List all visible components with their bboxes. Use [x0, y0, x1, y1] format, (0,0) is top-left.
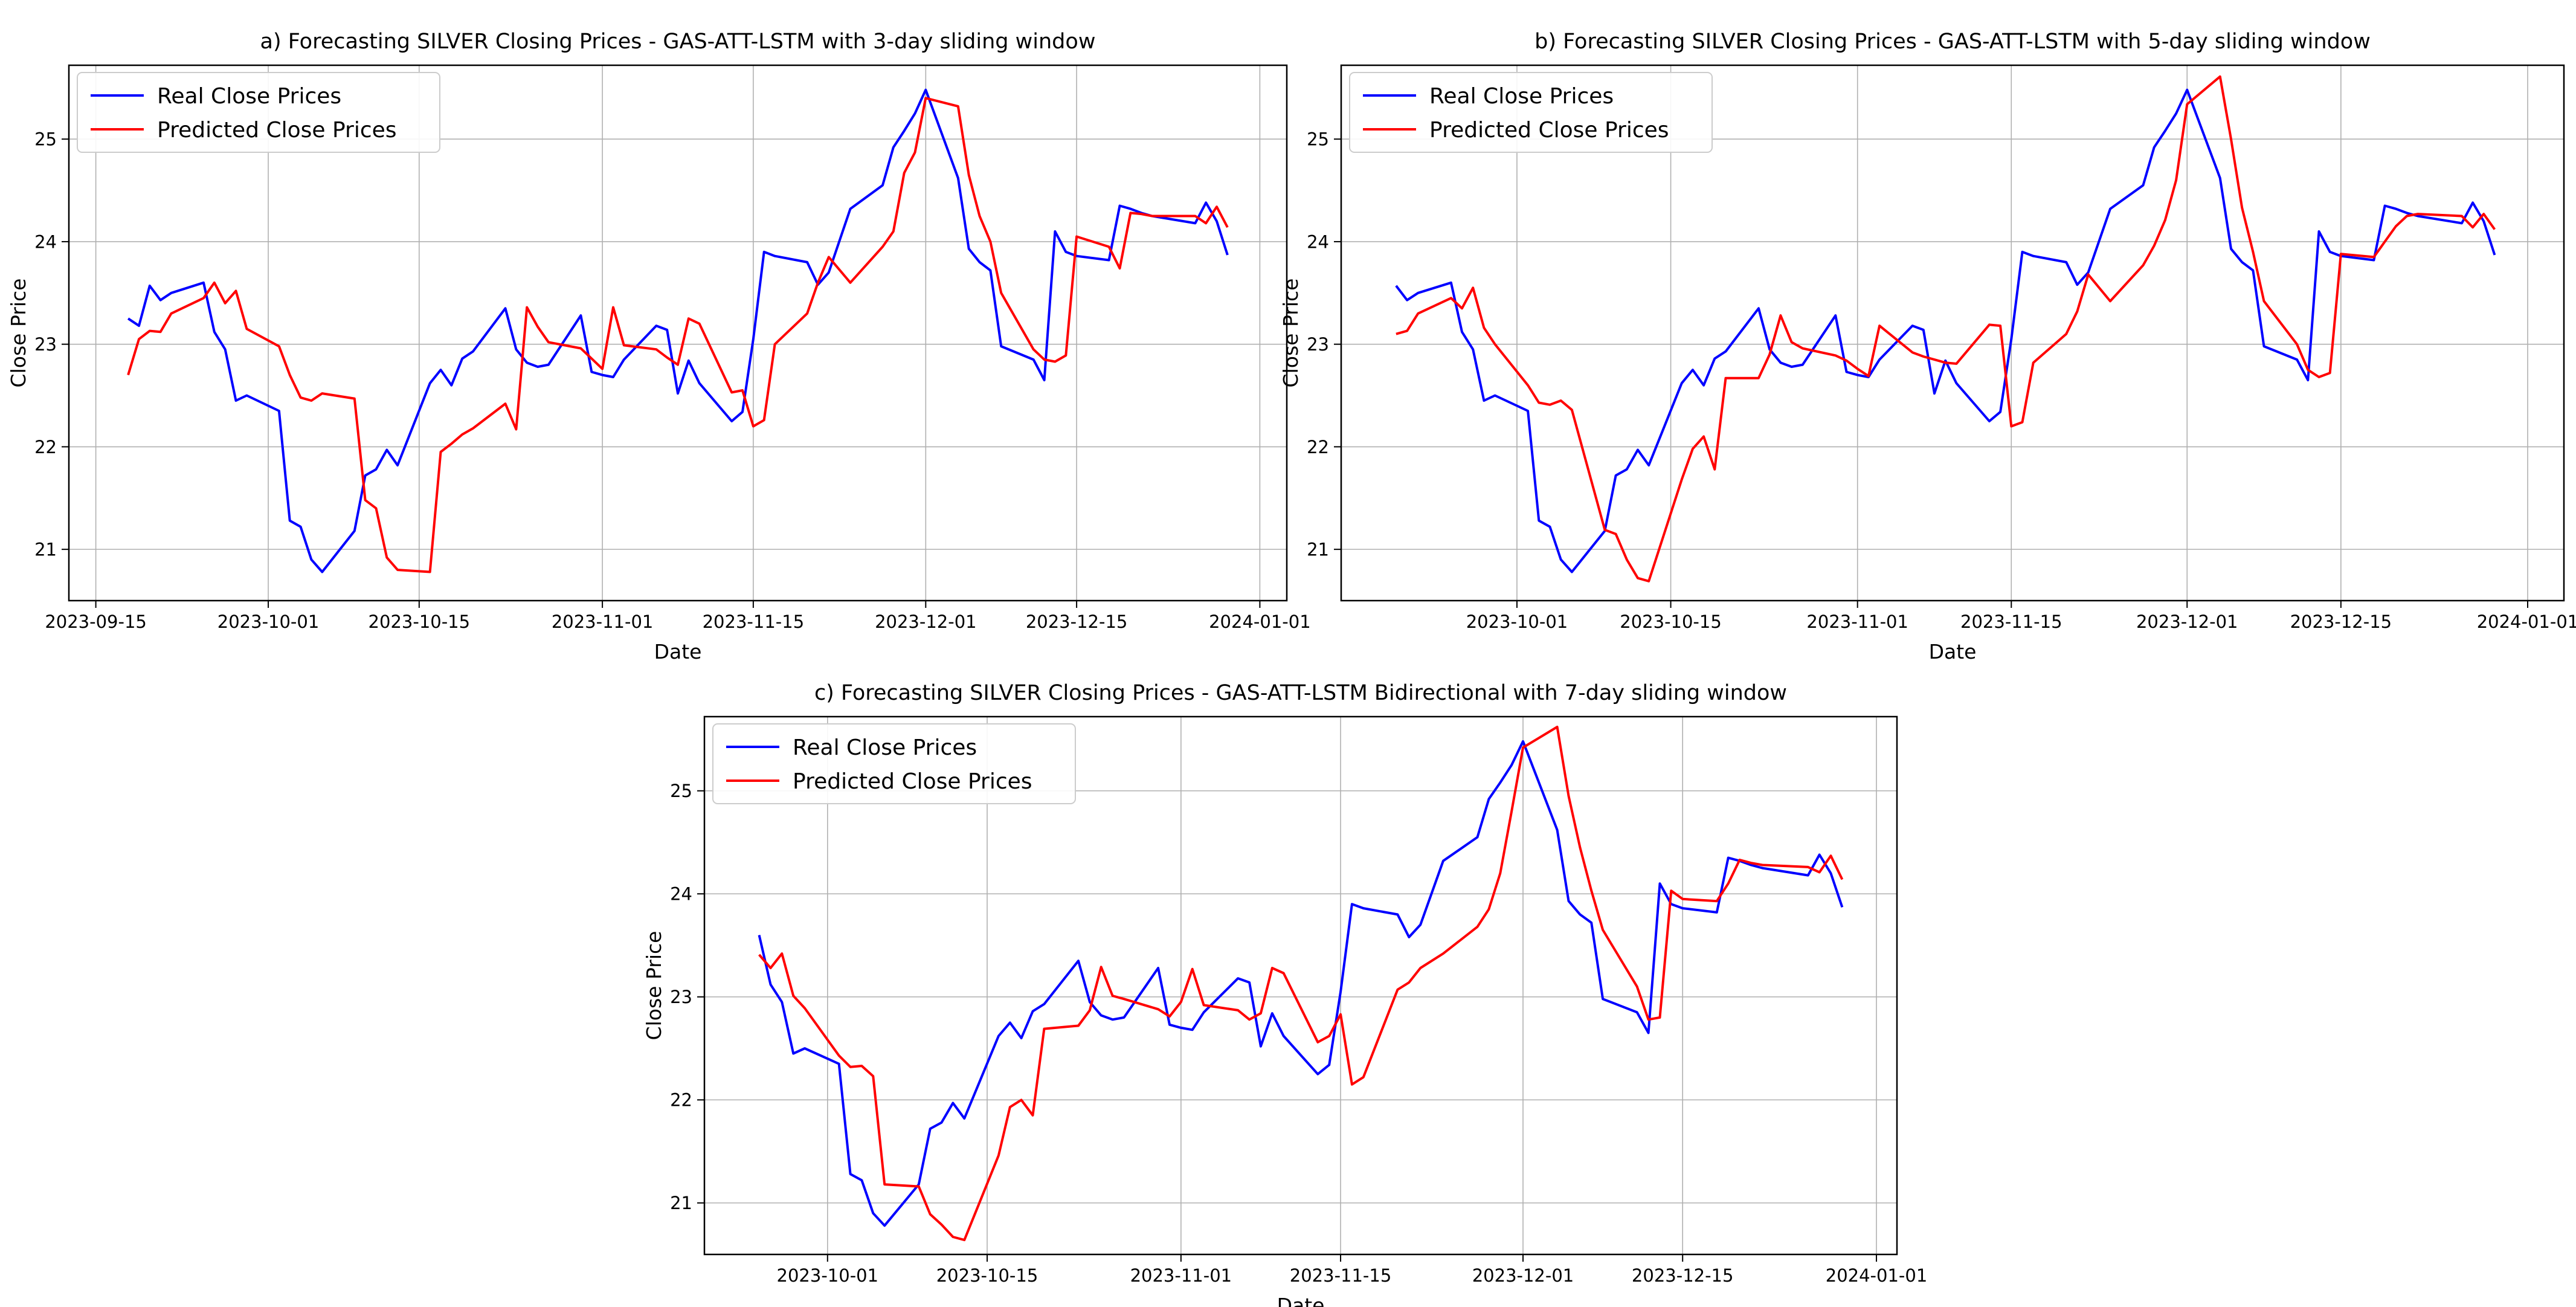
y-tick-label: 24	[34, 231, 57, 252]
y-tick-label: 25	[670, 781, 692, 801]
legend-box	[1349, 72, 1713, 153]
y-tick-label: 22	[1307, 437, 1329, 457]
legend-label: Real Close Prices	[1429, 84, 1614, 109]
x-tick-label: 2024-01-01	[1826, 1265, 1928, 1286]
chart-a-forecast-3day: 2023-09-15 2023-10-01 2023-10-15 2023-11-01…	[6, 2, 1311, 663]
y-tick-label: 23	[1307, 334, 1329, 355]
y-tick-label: 24	[1307, 231, 1329, 252]
x-tick-label: 2023-11-15	[1960, 612, 2062, 632]
chart-c-forecast-7day: 2023-10-01 2023-10-15 2023-11-01 2023-11-15…	[642, 663, 1934, 1307]
predicted-close-line	[127, 97, 1229, 573]
chart-title: a) Forecasting SILVER Closing Prices - G…	[260, 30, 1096, 54]
legend-label: Predicted Close Prices	[1429, 118, 1669, 143]
x-tick-label: 2023-09-15	[45, 612, 147, 632]
y-tick-label: 21	[1307, 540, 1329, 560]
x-tick-label: 2023-10-15	[936, 1265, 1038, 1286]
y-axis-label: Close Price	[642, 931, 666, 1041]
x-axis-label: Date	[1277, 1294, 1325, 1307]
predicted-close-line	[1396, 75, 2496, 583]
chart-c-svg: 2023-10-01 2023-10-15 2023-11-01 2023-11-15…	[642, 681, 1928, 1307]
x-tick-label: 2024-01-01	[2477, 612, 2576, 632]
x-tick-label: 2023-12-15	[1026, 612, 1128, 632]
legend-label: Predicted Close Prices	[157, 118, 397, 143]
x-axis-label: Date	[1929, 640, 1977, 663]
real-close-line	[127, 88, 1229, 573]
x-tick-label: 2023-11-15	[1290, 1265, 1392, 1286]
x-tick-label: 2023-12-01	[2136, 612, 2238, 632]
x-tick-label: 2023-12-01	[875, 612, 977, 632]
y-tick-label: 22	[670, 1090, 692, 1111]
x-tick-label: 2023-10-01	[1466, 612, 1568, 632]
legend-label: Real Close Prices	[793, 735, 977, 760]
y-tick-label: 25	[34, 129, 57, 150]
predicted-close-line	[758, 726, 1844, 1242]
plot-border	[1340, 64, 2565, 602]
y-tick-label: 21	[34, 540, 57, 560]
real-close-line	[1395, 88, 2496, 573]
y-axis-label: Close Price	[1279, 279, 1302, 388]
y-tick-label: 21	[670, 1193, 692, 1213]
y-tick-label: 23	[34, 334, 57, 355]
legend-box	[712, 723, 1076, 804]
x-tick-label: 2023-12-15	[2290, 612, 2392, 632]
x-tick-label: 2023-11-01	[1806, 612, 1908, 632]
x-tick-label: 2024-01-01	[1209, 612, 1311, 632]
y-tick-label: 24	[670, 884, 692, 905]
x-tick-label: 2023-10-01	[777, 1265, 879, 1286]
plot-border	[703, 715, 1898, 1256]
chart-b-svg: 2023-10-01 2023-10-15 2023-11-01 2023-11-15…	[1279, 30, 2576, 663]
y-tick-label: 23	[670, 987, 692, 1007]
legend-box	[77, 72, 440, 153]
x-tick-label: 2023-12-01	[1472, 1265, 1574, 1286]
chart-title: b) Forecasting SILVER Closing Prices - G…	[1534, 30, 2371, 54]
x-tick-label: 2023-11-01	[552, 612, 654, 632]
chart-a-svg: 2023-09-15 2023-10-01 2023-10-15 2023-11-01…	[7, 30, 1311, 663]
y-tick-label: 25	[1307, 129, 1329, 150]
y-axis-label: Close Price	[7, 279, 30, 388]
chart-b-forecast-5day: 2023-10-01 2023-10-15 2023-11-01 2023-11-15…	[1279, 2, 2576, 663]
x-tick-label: 2023-10-15	[369, 612, 471, 632]
plot-border	[68, 64, 1288, 602]
y-tick-label: 22	[34, 437, 57, 457]
x-tick-label: 2023-10-15	[1620, 612, 1722, 632]
x-tick-label: 2023-11-01	[1130, 1265, 1232, 1286]
legend-label: Predicted Close Prices	[793, 769, 1032, 794]
x-tick-label: 2023-11-15	[703, 612, 805, 632]
x-tick-label: 2023-12-15	[1632, 1265, 1734, 1286]
chart-title: c) Forecasting SILVER Closing Prices - G…	[814, 681, 1787, 705]
x-tick-label: 2023-10-01	[217, 612, 320, 632]
real-close-line	[758, 740, 1844, 1227]
legend-label: Real Close Prices	[157, 84, 341, 109]
x-axis-label: Date	[654, 640, 702, 663]
